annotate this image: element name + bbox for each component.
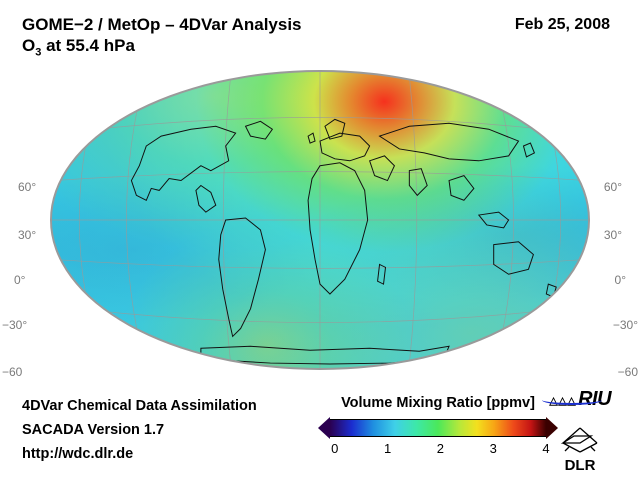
footer-line1: 4DVar Chemical Data Assimilation (22, 395, 257, 419)
riu-logo: ▵▵▵ RIU (540, 375, 620, 411)
footer-text-block: 4DVar Chemical Data Assimilation SACADA … (22, 395, 257, 467)
lat-label-30n-right: 30° (604, 228, 622, 242)
lat-label-30s-left: −30° (2, 318, 27, 332)
lat-label-0-left: 0° (14, 273, 25, 287)
footer-line3: http://wdc.dlr.de (22, 443, 257, 467)
lat-label-30s-right: −30° (613, 318, 638, 332)
footer-line2: SACADA Version 1.7 (22, 419, 257, 443)
colorbar-widget[interactable]: Volume Mixing Ratio [ppmv] 0 1 2 3 4 (318, 395, 558, 457)
lat-label-60n-right: 60° (604, 180, 622, 194)
colorbar-gradient-row (318, 417, 558, 439)
subtitle: O3 at 55.4 hPa (22, 35, 302, 60)
mollweide-globe[interactable] (50, 70, 590, 370)
dlr-satellite-icon (557, 425, 603, 455)
riu-wave-icon (542, 395, 602, 405)
colorbar-arrow-low (318, 417, 330, 439)
colorbar-ticks: 0 1 2 3 4 (318, 441, 558, 457)
logo-block: ▵▵▵ RIU DLR (540, 375, 620, 474)
dlr-logo: DLR (540, 425, 620, 474)
lat-label-0-right: 0° (615, 273, 626, 287)
lat-label-60s-right: −60 (618, 365, 638, 379)
lat-label-60n-left: 60° (18, 180, 36, 194)
continent-outlines (52, 72, 588, 368)
colorbar-title: Volume Mixing Ratio [ppmv] (318, 395, 558, 411)
title-block: GOME−2 / MetOp – 4DVar Analysis O3 at 55… (22, 14, 302, 60)
date-label: Feb 25, 2008 (515, 16, 610, 34)
lat-label-30n-left: 30° (18, 228, 36, 242)
colorbar-gradient-bar (330, 419, 546, 437)
map-container: 60° 30° 0° −30° −60 60° 30° 0° −30° −60 (0, 60, 640, 380)
main-title: GOME−2 / MetOp – 4DVar Analysis (22, 14, 302, 35)
root-page: GOME−2 / MetOp – 4DVar Analysis O3 at 55… (0, 0, 640, 480)
lat-label-60s-left: −60 (2, 365, 22, 379)
